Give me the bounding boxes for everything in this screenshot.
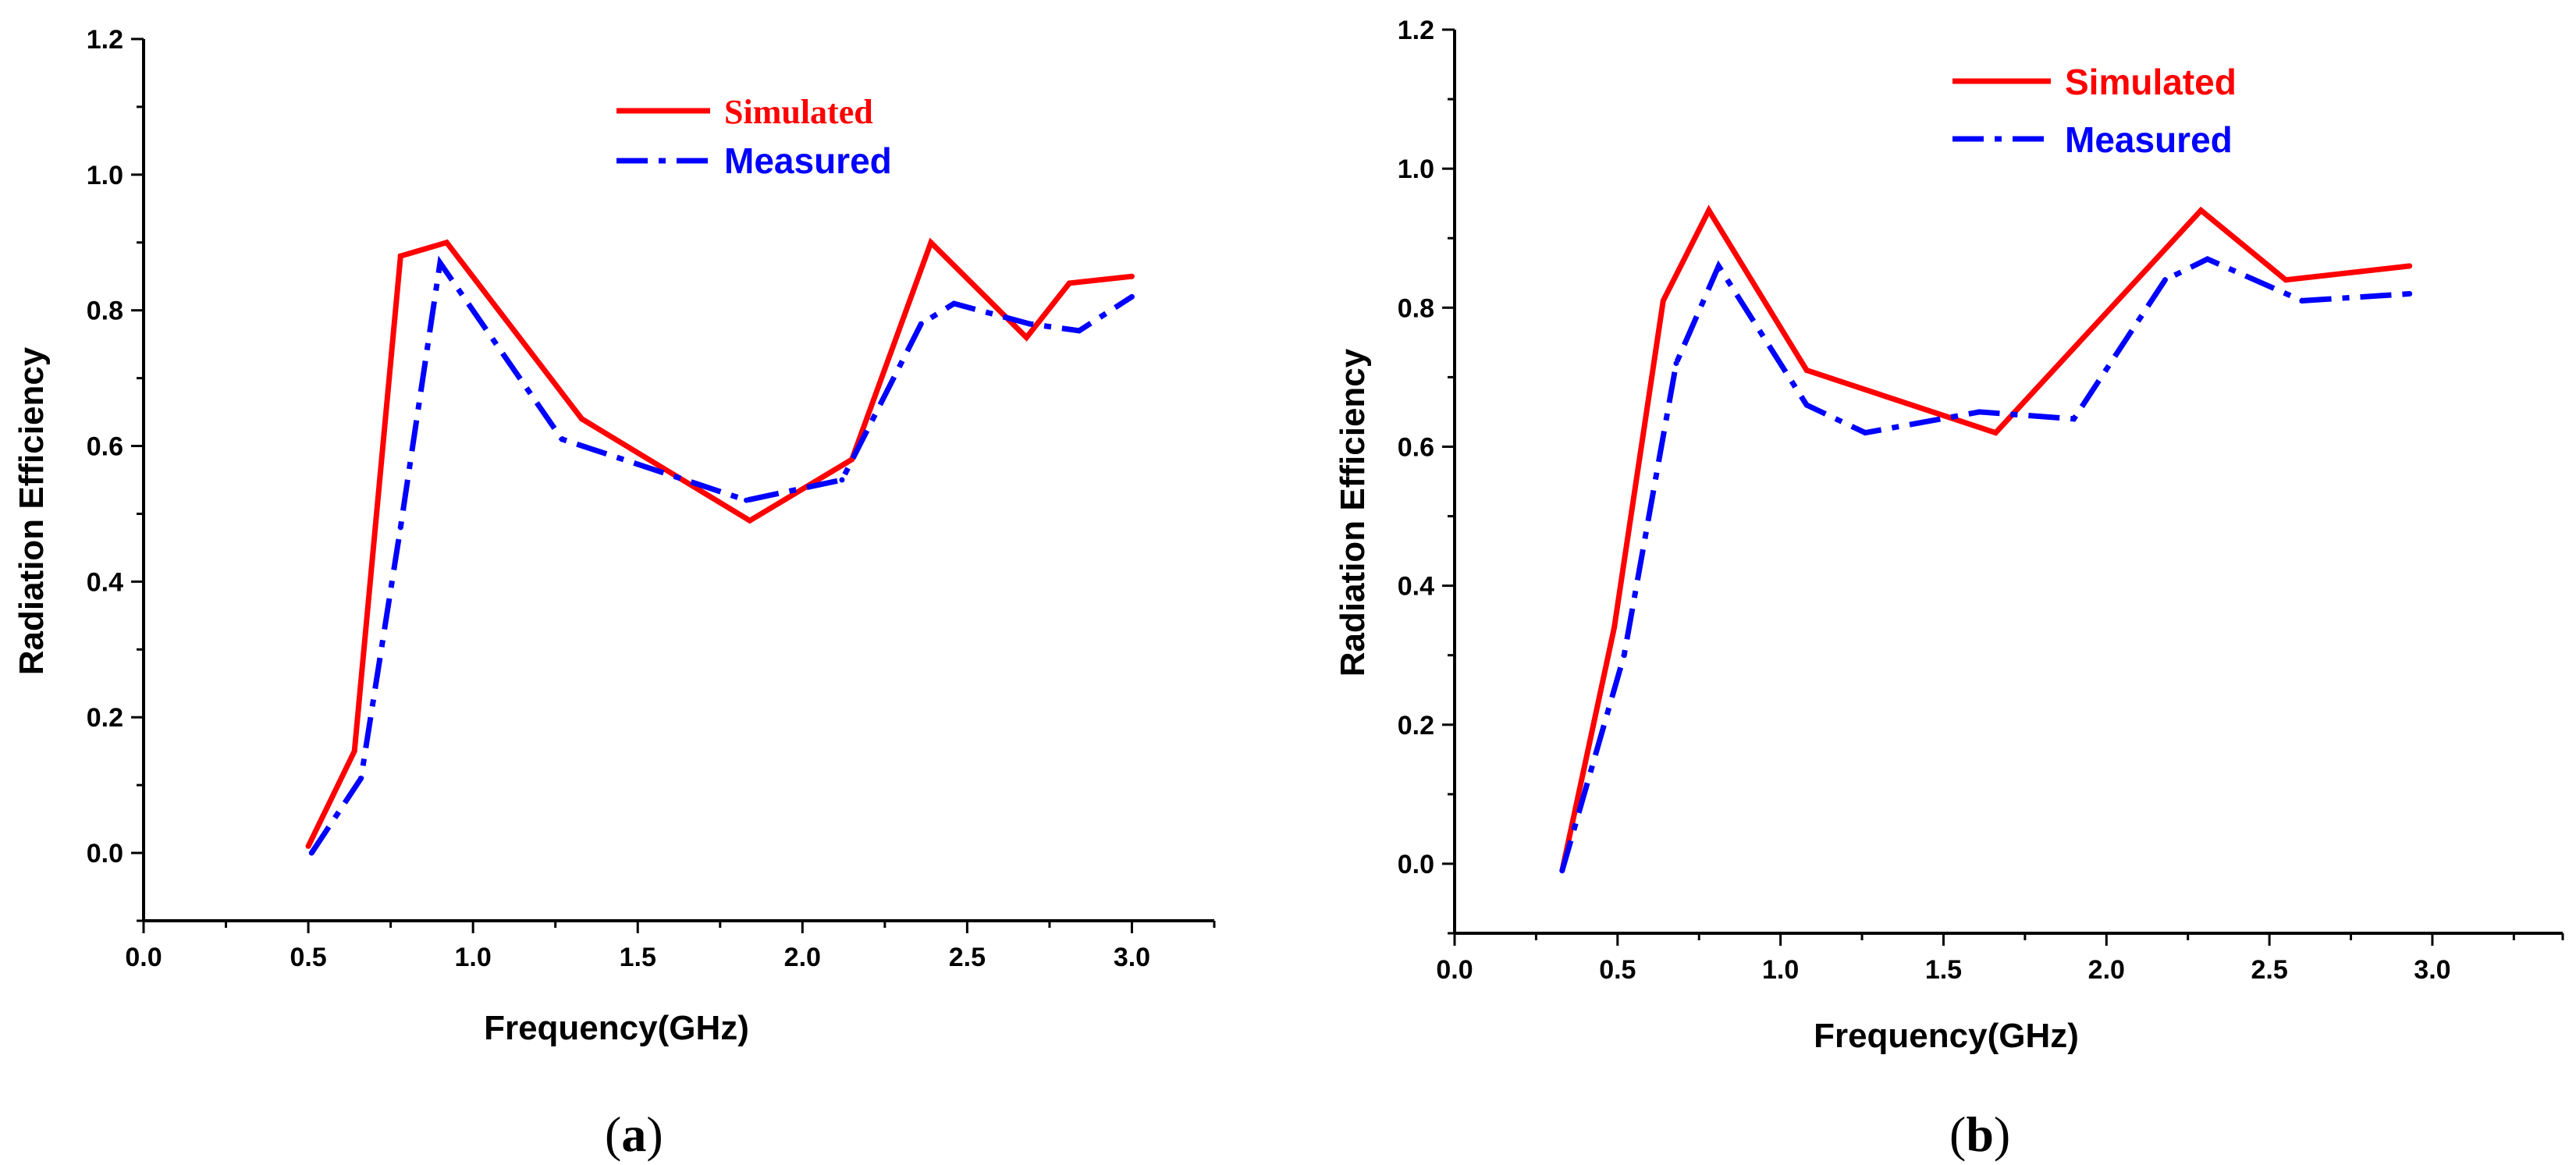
panel-b-series-simulated-point bbox=[1803, 367, 1810, 373]
panel-b-y-axis-label: Radiation Efficiency bbox=[1334, 348, 1372, 677]
panel-b-series-measured-point bbox=[2407, 290, 2413, 297]
panel-a-series-measured-point bbox=[1128, 293, 1135, 300]
panel-a-series-simulated-point bbox=[351, 748, 357, 755]
panel-b-x-tick-label: 1.5 bbox=[1925, 955, 1962, 985]
panel-a-x-tick-label: 2.5 bbox=[949, 943, 986, 972]
panel-a-series-simulated-point bbox=[305, 843, 311, 849]
panel-a-series-simulated-point bbox=[1066, 280, 1072, 286]
panel-b-series-measured-point bbox=[1673, 361, 1679, 367]
panel-a-x-tick-label: 1.0 bbox=[455, 943, 492, 972]
panel-b-y-tick-label: 0.4 bbox=[1398, 572, 1434, 602]
panel-a-series-simulated-line bbox=[305, 237, 1132, 847]
panel-a-y-tick-label: 0.8 bbox=[87, 297, 123, 326]
panel-b-y-tick-label: 0.8 bbox=[1398, 293, 1434, 323]
panel-b-series-simulated-point bbox=[2407, 263, 2413, 269]
panel-b-series-measured-point bbox=[1621, 652, 1627, 659]
panel-b-series-measured-point bbox=[1559, 868, 1565, 874]
panel-b-x-tick-label: 2.5 bbox=[2251, 955, 2287, 985]
panel-b-y-tick-label: 0.0 bbox=[1398, 850, 1434, 879]
panel-b-series-measured-point bbox=[2071, 416, 2077, 422]
panel-a-x-tick-label: 0.0 bbox=[125, 943, 162, 972]
panel-a-series-measured-point bbox=[1076, 328, 1082, 334]
panel-b-series-simulated-point bbox=[1611, 624, 1618, 630]
panel-a-caption-open: ( bbox=[605, 1106, 621, 1162]
panel-b-series-measured-point bbox=[1862, 430, 1868, 436]
panel-a-x-tick-label: 2.0 bbox=[784, 943, 821, 972]
panel-b-series-measured-point bbox=[2162, 277, 2168, 283]
panel-a-y-tick-label: 0.6 bbox=[87, 432, 123, 462]
panel-a-caption-close: ) bbox=[646, 1106, 663, 1162]
panel-a-series-simulated-point bbox=[928, 240, 934, 246]
panel-a-series-measured-point bbox=[397, 524, 403, 531]
panel-a-caption-letter: a bbox=[621, 1106, 646, 1162]
panel-a-series-measured-point bbox=[839, 477, 845, 483]
panel-b-x-tick-label: 1.0 bbox=[1762, 955, 1799, 985]
panel-a-series-simulated-point bbox=[1023, 334, 1029, 340]
panel-b-legend-measured-label: Measured bbox=[2065, 119, 2233, 160]
panel-b-series-measured-line bbox=[1559, 256, 2410, 872]
panel-a-y-tick-label: 0.0 bbox=[87, 839, 123, 868]
panel-a-y-axis-label: Radiation Efficiency bbox=[12, 346, 51, 675]
panel-a-legend-measured-label: Measured bbox=[724, 140, 892, 181]
panel-b-x-axis-label: Frequency(GHz) bbox=[1814, 1017, 2079, 1055]
panel-a-series-simulated-point bbox=[397, 253, 403, 259]
panel-a-caption: (a) bbox=[605, 1106, 663, 1162]
panel-b-y-tick-label: 1.2 bbox=[1398, 16, 1434, 45]
panel-b-series-measured-point bbox=[2205, 256, 2211, 262]
panel-a-y-tick-label: 0.2 bbox=[87, 703, 123, 733]
panel-a-series-simulated-point bbox=[747, 517, 753, 524]
panel-b-series-simulated-point bbox=[2198, 208, 2204, 214]
panel-a-series-measured-point bbox=[1027, 321, 1033, 327]
panel-a-y-tick-label: 0.4 bbox=[87, 567, 123, 597]
panel-a-x-tick-label: 3.0 bbox=[1114, 943, 1150, 972]
panel-b-series-measured-point bbox=[1715, 263, 1721, 269]
panel-b-series-simulated-point bbox=[1992, 430, 1999, 436]
panel-a-series-measured-point bbox=[437, 260, 443, 266]
panel-a-series-measured-point bbox=[559, 436, 565, 442]
chart-panel-a: 0.0 0.2 0.4 0.6 0.8 1.0 1.2 0.0 0.5 1.0 1.5 2.0 2.5 3… bbox=[12, 25, 1216, 1162]
panel-a-series-measured-point bbox=[918, 321, 924, 327]
panel-b-caption-letter: b bbox=[1966, 1106, 1994, 1162]
panel-b-caption: (b) bbox=[1949, 1106, 2010, 1162]
panel-a-y-tick-label: 1.2 bbox=[87, 25, 123, 55]
panel-a-y-tick-label: 1.0 bbox=[87, 161, 123, 190]
panel-a-series-simulated-point bbox=[578, 416, 584, 422]
panel-a-series-measured-line bbox=[309, 255, 1134, 855]
panel-b-y-tick-label: 1.0 bbox=[1398, 155, 1434, 184]
panel-a-series-measured-point bbox=[744, 497, 750, 503]
panel-a-x-tick-label: 0.5 bbox=[290, 943, 326, 972]
panel-b-legend-simulated-label: Simulated bbox=[2065, 62, 2237, 102]
panel-a-series-measured-point bbox=[358, 775, 364, 781]
panel-b-x-tick-label: 2.0 bbox=[2088, 955, 2125, 985]
panel-a-x-tick-label: 1.5 bbox=[620, 943, 656, 972]
panel-a-series-simulated-point bbox=[443, 240, 449, 246]
panel-a-series-measured-point bbox=[950, 300, 957, 307]
panel-b-caption-open: ( bbox=[1949, 1106, 1966, 1162]
panel-b-series-simulated-point bbox=[2283, 277, 2289, 283]
panel-b-series-simulated-line bbox=[1559, 204, 2411, 872]
panel-b-series-simulated-point bbox=[1660, 297, 1666, 304]
panel-a-series-simulated-point bbox=[1128, 273, 1135, 279]
panel-b-series-measured-point bbox=[1803, 402, 1810, 408]
chart-panel-b: 0.0 0.2 0.4 0.6 0.8 1.0 1.2 0.0 0.5 1.0 1.5 2.0 2.5 3… bbox=[1334, 16, 2564, 1162]
panel-b-y-tick-label: 0.2 bbox=[1398, 711, 1434, 741]
panel-a-x-axis-label: Frequency(GHz) bbox=[484, 1009, 749, 1047]
panel-b-caption-close: ) bbox=[1994, 1106, 2010, 1162]
panel-b-series-measured-point bbox=[1976, 409, 1982, 415]
panel-b-y-tick-label: 0.6 bbox=[1398, 432, 1434, 462]
panel-a-series-measured-point bbox=[308, 850, 314, 856]
panel-b-series-measured-point bbox=[2299, 297, 2305, 304]
panel-b-x-tick-label: 0.0 bbox=[1436, 955, 1473, 985]
panel-b-x-tick-label: 0.5 bbox=[1599, 955, 1636, 985]
panel-b-x-tick-label: 3.0 bbox=[2414, 955, 2450, 985]
panel-b-series-simulated-point bbox=[1706, 208, 1712, 214]
panel-a-legend-simulated-label: Simulated bbox=[724, 93, 873, 131]
